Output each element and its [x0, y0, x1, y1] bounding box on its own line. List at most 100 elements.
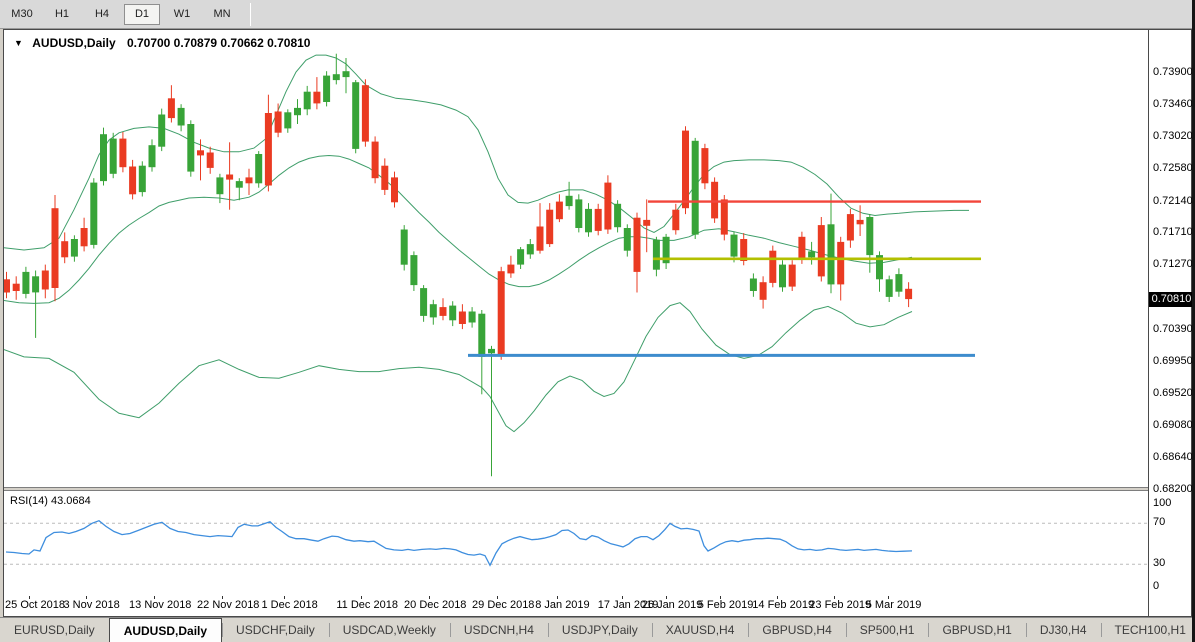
candle [216, 177, 224, 195]
candle [536, 226, 544, 251]
candle [546, 209, 554, 245]
candle [468, 311, 476, 323]
candle [701, 148, 709, 184]
symbol-tab-eurusd[interactable]: EURUSD,Daily [14, 623, 95, 637]
symbol-tab-usdcad[interactable]: USDCAD,Weekly [328, 618, 450, 642]
candle [837, 241, 845, 285]
candle [245, 177, 253, 184]
candle [400, 229, 408, 265]
symbol-tab-gbpusd[interactable]: GBPUSD,H4 [748, 618, 845, 642]
date-axis-label: 23 Feb 2019 [809, 599, 872, 611]
date-axis-label: 5 Feb 2019 [697, 599, 754, 611]
date-axis-label: 17 Jan 2019 [597, 599, 659, 611]
price-axis-label: 0.68640 [1153, 451, 1193, 463]
candle [12, 283, 20, 291]
date-tick [154, 596, 155, 599]
price-axis-label: 0.73460 [1153, 98, 1193, 110]
candle [691, 140, 699, 235]
date-tick [720, 596, 721, 599]
window-right-border [1192, 0, 1195, 642]
candle [507, 264, 515, 274]
price-axis-label: 0.70390 [1153, 323, 1193, 335]
candle [720, 199, 728, 235]
timeframe-button-m30[interactable]: M30 [4, 3, 40, 25]
candle [449, 305, 457, 321]
candle [32, 276, 40, 293]
candle [827, 224, 835, 285]
date-tick [834, 596, 835, 599]
candle [177, 107, 185, 126]
rsi-chart-canvas[interactable] [4, 491, 1148, 595]
rsi-axis-label: 100 [1153, 497, 1172, 509]
candle [410, 255, 418, 286]
panel-splitter[interactable] [4, 487, 1148, 491]
candle [643, 219, 651, 226]
candle [711, 181, 719, 219]
candle [895, 274, 903, 292]
candle [255, 154, 263, 184]
candle [381, 165, 389, 190]
candle [682, 130, 689, 209]
candle [517, 249, 525, 265]
symbol-tab-gbpusd[interactable]: GBPUSD,H1 [928, 618, 1025, 642]
price-axis-label: 0.72140 [1153, 195, 1193, 207]
candle [323, 75, 331, 102]
date-axis-label: 5 Mar 2019 [865, 599, 922, 611]
timeframe-button-h1[interactable]: H1 [44, 3, 80, 25]
candle [187, 124, 195, 172]
symbol-tab-usdcnh[interactable]: USDCNH,H4 [449, 618, 548, 642]
price-chart-canvas[interactable] [4, 30, 1148, 487]
candle [197, 150, 204, 156]
candle [856, 219, 864, 225]
candle [167, 98, 175, 119]
rsi-axis-label: 0 [1153, 580, 1160, 592]
timeframe-button-mn[interactable]: MN [204, 3, 240, 25]
price-axis-label: 0.72580 [1153, 162, 1193, 174]
price-axis-label: 0.71710 [1153, 226, 1193, 238]
price-axis-label: 0.73900 [1153, 66, 1193, 78]
candle [604, 182, 612, 230]
candle [100, 134, 107, 182]
symbol-tab-usdchf[interactable]: USDCHF,Daily [222, 618, 329, 642]
candle [866, 217, 874, 256]
price-axis-label: 0.73020 [1153, 130, 1193, 142]
candle [119, 138, 127, 168]
symbol-tab-usdjpy[interactable]: USDJPY,Daily [547, 618, 652, 642]
candle [798, 236, 806, 259]
date-axis[interactable]: 25 Oct 2018 3 Nov 2018 13 Nov 2018 22 Nov 2… [4, 596, 1148, 616]
date-tick [361, 596, 362, 599]
timeframe-button-group: M30 H1 H4 D1 W1 MN [0, 3, 240, 25]
chart-title: ▼ AUDUSD,Daily 0.70700 0.70879 0.70662 0… [14, 36, 310, 50]
timeframe-button-d1[interactable]: D1 [124, 3, 160, 25]
timeframe-toolbar: M30 H1 H4 D1 W1 MN [0, 0, 1195, 29]
candle [284, 112, 292, 129]
candle [740, 239, 748, 261]
candle [779, 264, 786, 288]
symbol-tab-xauusd[interactable]: XAUUSD,H4 [651, 618, 749, 642]
candle [652, 239, 660, 270]
candle [294, 107, 301, 116]
candle [846, 214, 854, 241]
candle [274, 111, 282, 133]
timeframe-button-w1[interactable]: W1 [164, 3, 200, 25]
price-axis-label: 0.68200 [1153, 483, 1193, 495]
candle [905, 288, 913, 300]
candle [594, 208, 602, 231]
candle [342, 71, 350, 78]
symbol-tab-sp500[interactable]: SP500,H1 [845, 618, 929, 642]
timeframe-button-h4[interactable]: H4 [84, 3, 120, 25]
date-axis-label: 26 Jan 2019 [641, 599, 703, 611]
symbol-tab-tech100[interactable]: TECH100,H1 [1100, 618, 1195, 642]
chevron-down-icon[interactable]: ▼ [14, 38, 23, 48]
date-tick [557, 596, 558, 599]
candle [876, 255, 883, 280]
symbol-tab-audusd[interactable]: AUDUSD,Daily [108, 618, 223, 642]
chart-window [3, 29, 1192, 617]
symbol-tab-dj30[interactable]: DJ30,H4 [1025, 618, 1101, 642]
price-axis-label: 0.69520 [1153, 387, 1193, 399]
candle [458, 311, 466, 324]
candle [497, 271, 505, 356]
date-axis-label: 29 Dec 2018 [472, 599, 535, 611]
candle [226, 174, 234, 180]
